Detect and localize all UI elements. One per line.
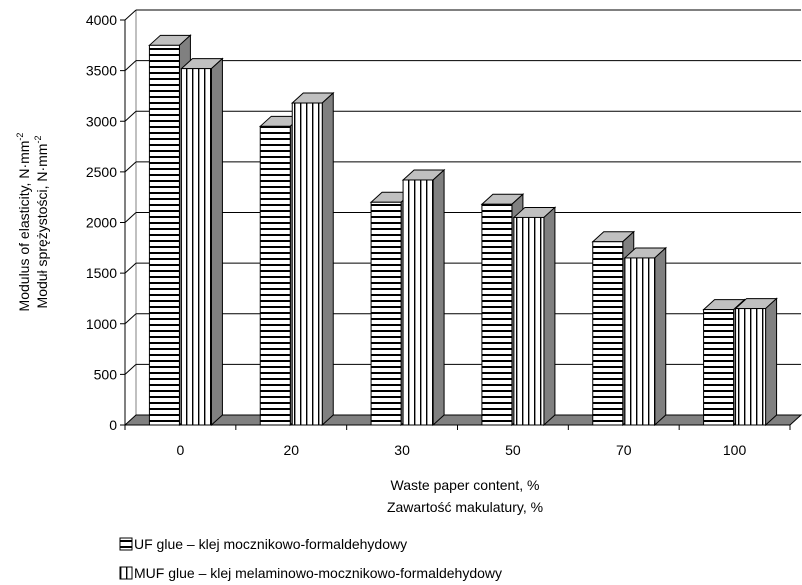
bar-side-face bbox=[543, 206, 556, 427]
bar-side-face bbox=[432, 168, 445, 427]
bar-front-face bbox=[703, 309, 735, 426]
bar-side-face bbox=[654, 246, 667, 427]
legend-swatch-uf bbox=[119, 537, 133, 551]
axes: 0 20 30 50 70 1000500100015002000250030003500… bbox=[86, 12, 791, 458]
bar-muf-30 bbox=[401, 168, 446, 427]
bar-side-face bbox=[210, 57, 223, 427]
bar-front-face bbox=[291, 102, 323, 426]
x-axis-title-line2: Zawartość makulatury, % bbox=[387, 499, 543, 515]
y-tick-label-3000: 3000 bbox=[86, 113, 117, 129]
x-tick-label-50: 50 bbox=[505, 442, 521, 458]
gridline-diagonal bbox=[124, 161, 137, 173]
y-tick-label-0: 0 bbox=[109, 417, 117, 433]
x-tick-label-70: 70 bbox=[616, 442, 632, 458]
gridline-diagonal bbox=[124, 364, 137, 375]
bar-front-face bbox=[370, 201, 402, 426]
bar-front-face bbox=[402, 179, 434, 426]
gridline-diagonal bbox=[124, 262, 137, 274]
bar-front-face bbox=[735, 308, 767, 426]
bar-muf-20 bbox=[290, 91, 335, 427]
gridlines bbox=[123, 9, 802, 426]
legend-swatch-muf bbox=[119, 566, 133, 580]
legend-item-uf: UF glue – klej mocznikowo-formaldehydowy bbox=[119, 536, 407, 552]
legend-label-uf: UF glue – klej mocznikowo-formaldehydowy bbox=[134, 536, 407, 552]
legend-item-muf: MUF glue – klej melaminowo-mocznikowo-fo… bbox=[119, 565, 502, 581]
y-axis-title-line2: Moduł sprężystości, N·mm-2 bbox=[33, 136, 50, 309]
bar-muf-0 bbox=[180, 57, 224, 427]
bar-side-face bbox=[765, 297, 778, 427]
gridline-diagonal bbox=[124, 9, 137, 21]
x-axis-title-line1: Waste paper content, % bbox=[391, 477, 540, 493]
bar-front-face bbox=[180, 68, 212, 426]
bar-front-face bbox=[592, 241, 624, 426]
y-tick-label-2000: 2000 bbox=[86, 215, 117, 231]
bar-front-face bbox=[481, 203, 513, 426]
gridline-diagonal bbox=[124, 313, 137, 325]
y-tick-label-1500: 1500 bbox=[86, 265, 117, 281]
bar-front-face bbox=[259, 125, 291, 426]
x-tick-label-30: 30 bbox=[394, 442, 410, 458]
bar-muf-100 bbox=[734, 297, 778, 427]
bar-front-face bbox=[624, 257, 656, 426]
x-tick-label-100: 100 bbox=[723, 442, 747, 458]
legend: UF glue – klej mocznikowo-formaldehydowy… bbox=[119, 536, 502, 581]
y-tick-label-2500: 2500 bbox=[86, 164, 117, 180]
legend-label-muf: MUF glue – klej melaminowo-mocznikowo-fo… bbox=[134, 565, 502, 581]
gridline-diagonal bbox=[124, 212, 137, 223]
chart-floor bbox=[123, 414, 802, 426]
gridline-diagonal bbox=[124, 110, 137, 122]
y-tick-label-3500: 3500 bbox=[86, 63, 117, 79]
y-tick-label-4000: 4000 bbox=[86, 12, 117, 28]
bar-muf-70 bbox=[623, 246, 668, 427]
y-tick-label-500: 500 bbox=[94, 366, 118, 382]
y-axis-title-line1: Modulus of elasticity, N·mm-2 bbox=[15, 133, 32, 312]
bar-muf-50 bbox=[512, 206, 557, 427]
bar-front-face bbox=[513, 216, 545, 426]
bars bbox=[148, 34, 778, 427]
bar-front-face bbox=[148, 44, 180, 426]
y-tick-label-1000: 1000 bbox=[86, 316, 117, 332]
bar-side-face bbox=[321, 91, 334, 427]
x-tick-label-0: 0 bbox=[177, 442, 185, 458]
x-tick-label-20: 20 bbox=[283, 442, 299, 458]
gridline-diagonal bbox=[124, 60, 137, 71]
